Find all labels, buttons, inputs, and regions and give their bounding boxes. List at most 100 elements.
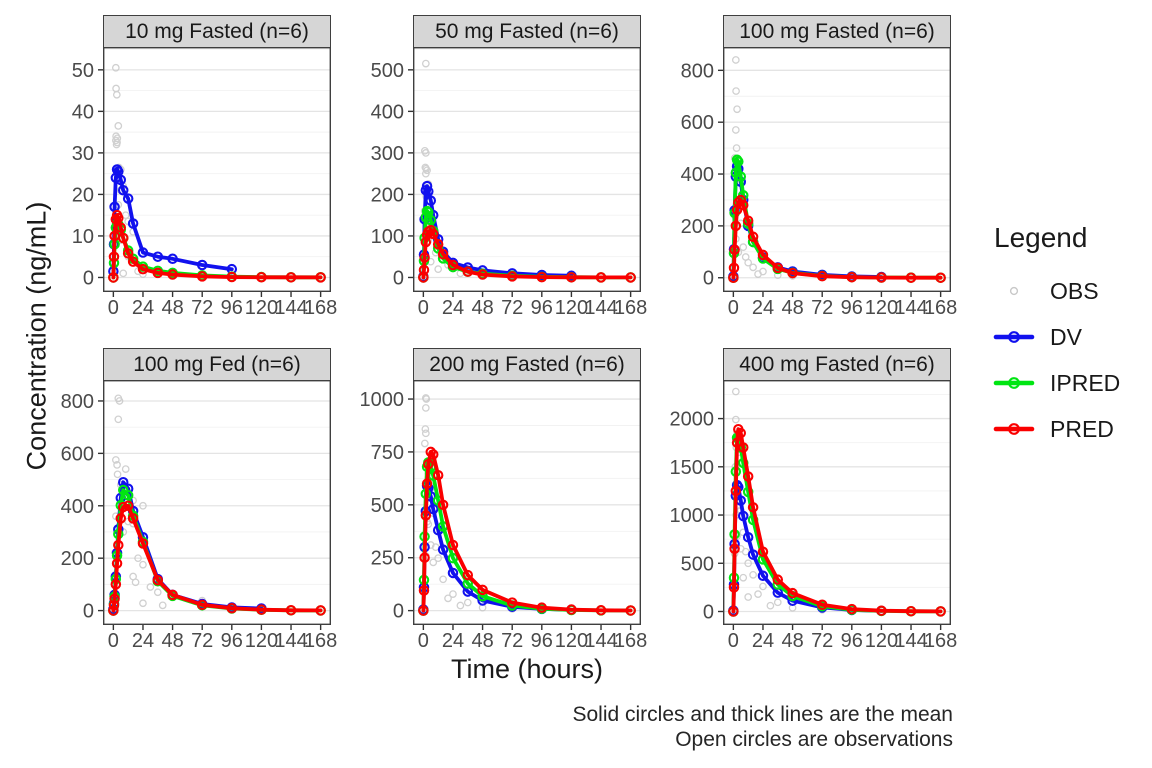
svg-text:48: 48: [471, 297, 493, 319]
svg-text:168: 168: [614, 630, 647, 652]
svg-text:500: 500: [371, 60, 404, 82]
svg-text:144: 144: [894, 630, 927, 652]
ipred-line: [418, 205, 636, 283]
svg-text:800: 800: [61, 391, 94, 413]
svg-text:96: 96: [841, 297, 863, 319]
panel-border: [413, 379, 642, 626]
svg-text:144: 144: [584, 297, 617, 319]
facet-strip: 200 mg Fasted (n=6): [413, 348, 641, 381]
svg-text:600: 600: [61, 443, 94, 465]
svg-text:20: 20: [72, 184, 94, 206]
svg-text:72: 72: [501, 630, 523, 652]
svg-text:24: 24: [442, 630, 464, 652]
svg-text:10: 10: [72, 226, 94, 248]
facet-strip: 100 mg Fed (n=6): [103, 348, 331, 381]
svg-text:120: 120: [245, 630, 278, 652]
legend-entry-label: IPRED: [1050, 369, 1121, 396]
pred-line: [418, 446, 636, 616]
svg-text:250: 250: [371, 548, 404, 570]
svg-text:500: 500: [681, 553, 714, 575]
legend-entry: IPRED: [992, 360, 1152, 406]
facet-panel: 200 mg Fasted (n=6) 0 24 48 72 96 120 144 168 0 25…: [360, 348, 647, 652]
svg-text:48: 48: [781, 297, 803, 319]
svg-text:800: 800: [681, 60, 714, 82]
svg-text:0: 0: [108, 630, 119, 652]
gridlines-major: [723, 417, 951, 613]
svg-text:168: 168: [924, 630, 957, 652]
panel-border: [723, 46, 952, 293]
legend-entry: DV: [992, 314, 1152, 360]
caption: Solid circles and thick lines are the me…: [572, 702, 953, 752]
svg-text:168: 168: [304, 297, 337, 319]
dv-line: [418, 180, 577, 282]
pred-line: [728, 423, 946, 617]
svg-text:72: 72: [191, 630, 213, 652]
svg-text:0: 0: [728, 630, 739, 652]
svg-text:0: 0: [83, 267, 94, 289]
svg-text:144: 144: [894, 297, 927, 319]
svg-text:200: 200: [681, 216, 714, 238]
legend-point-icon: [1009, 286, 1019, 296]
svg-text:144: 144: [584, 630, 617, 652]
svg-text:96: 96: [221, 297, 243, 319]
legend-entry: OBS: [992, 268, 1152, 314]
dv-line: [108, 476, 267, 615]
panel-border: [103, 379, 332, 626]
legend-entry: PRED: [992, 406, 1152, 452]
gridlines-minor: [723, 394, 951, 588]
svg-text:24: 24: [132, 630, 154, 652]
svg-text:40: 40: [72, 101, 94, 123]
legend-entry-label: OBS: [1050, 277, 1099, 304]
svg-text:600: 600: [681, 112, 714, 134]
legend-line-icon: [993, 377, 1035, 389]
svg-text:48: 48: [161, 630, 183, 652]
facet-panel: 10 mg Fasted (n=6) 0 24 48 72 96 120 144 168 0 10 2…: [59, 15, 337, 319]
svg-text:50: 50: [72, 60, 94, 82]
svg-text:96: 96: [531, 630, 553, 652]
y-axis-title: Concentration (ng/mL): [21, 201, 52, 471]
svg-text:0: 0: [393, 267, 404, 289]
svg-text:200: 200: [371, 184, 404, 206]
svg-text:400: 400: [681, 164, 714, 186]
svg-text:2000: 2000: [670, 409, 715, 431]
svg-text:168: 168: [614, 297, 647, 319]
svg-text:0: 0: [728, 297, 739, 319]
caption-line-2: Open circles are observations: [675, 728, 953, 751]
svg-text:120: 120: [865, 297, 898, 319]
svg-text:24: 24: [752, 630, 774, 652]
caption-line-1: Solid circles and thick lines are the me…: [572, 703, 953, 726]
svg-text:750: 750: [371, 442, 404, 464]
facet-grid: 10 mg Fasted (n=6) 0 24 48 72 96 120 144 168 0 10 2…: [59, 15, 957, 652]
panel-border: [103, 46, 332, 293]
svg-text:48: 48: [471, 630, 493, 652]
svg-text:400: 400: [371, 101, 404, 123]
svg-text:0: 0: [418, 630, 429, 652]
legend: Legend OBS DV IPRED PRED: [992, 222, 1152, 452]
svg-text:300: 300: [371, 143, 404, 165]
svg-text:72: 72: [811, 630, 833, 652]
pred-line: [728, 194, 946, 283]
panel-border: [723, 379, 952, 626]
pred-line: [418, 224, 636, 283]
facet-panel: 100 mg Fed (n=6) 0 24 48 72 96 120 144 168 0 200 40…: [59, 348, 337, 652]
svg-text:96: 96: [531, 297, 553, 319]
svg-text:48: 48: [161, 297, 183, 319]
svg-text:168: 168: [304, 630, 337, 652]
svg-text:0: 0: [418, 297, 429, 319]
svg-text:0: 0: [393, 601, 404, 623]
svg-text:120: 120: [555, 297, 588, 319]
svg-text:120: 120: [865, 630, 898, 652]
svg-text:144: 144: [274, 630, 307, 652]
svg-text:72: 72: [191, 297, 213, 319]
legend-line-icon: [993, 331, 1035, 343]
x-axis-title: Time (hours): [450, 654, 604, 684]
